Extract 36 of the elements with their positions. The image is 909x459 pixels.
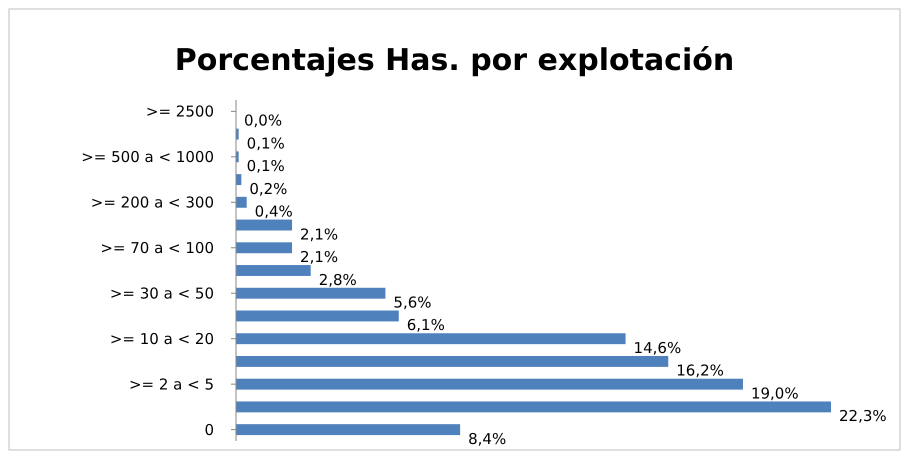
data-label: 0,2%: [249, 180, 288, 198]
y-tick-label: >= 2 a < 5: [128, 375, 214, 394]
data-label: 6,1%: [406, 316, 445, 334]
bar: [236, 310, 399, 322]
data-label: 2,1%: [300, 225, 338, 244]
data-label: 0,0%: [244, 112, 282, 130]
bar: [236, 196, 247, 208]
bar: [236, 333, 626, 344]
data-label: 0,1%: [246, 157, 285, 176]
data-label: 2,8%: [318, 270, 357, 289]
y-tick-label: 0: [204, 420, 214, 439]
y-tick-label: >= 200 a < 300: [90, 194, 214, 212]
bar: [236, 424, 460, 436]
data-label: 16,2%: [676, 362, 724, 380]
data-label: 5,6%: [393, 293, 432, 312]
bar: [236, 265, 311, 276]
y-tick-label: >= 30 a < 50: [110, 284, 214, 302]
bar: [236, 288, 386, 299]
bar: [236, 378, 743, 390]
data-label: 0,1%: [246, 134, 285, 152]
data-label: 22,3%: [839, 407, 887, 426]
bar: [236, 356, 668, 367]
y-tick-label: >= 2500: [146, 102, 214, 121]
chart-title: Porcentajes Has. por explotación: [174, 43, 734, 78]
y-tick-label: >= 70 a < 100: [100, 239, 214, 258]
y-tick-label: >= 500 a < 1000: [81, 148, 214, 166]
bar: [236, 401, 831, 412]
y-tick-label: >= 10 a < 20: [110, 330, 214, 348]
data-label: 14,6%: [634, 338, 682, 357]
data-label: 0,4%: [254, 202, 293, 221]
bar: [236, 242, 292, 254]
data-label: 8,4%: [468, 430, 506, 448]
data-label: 2,1%: [300, 248, 338, 266]
bar: [236, 174, 242, 186]
bar: [236, 220, 292, 230]
data-label: 19,0%: [750, 384, 799, 402]
